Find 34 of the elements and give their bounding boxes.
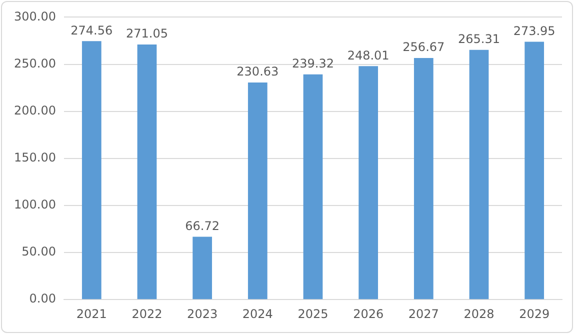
data-label: 248.01 — [347, 48, 390, 62]
bar — [192, 236, 212, 300]
y-tick-label: 50.00 — [22, 244, 56, 259]
data-label: 256.67 — [402, 40, 445, 54]
x-tick-label: 2024 — [242, 306, 273, 321]
x-tick-label: 2026 — [353, 306, 384, 321]
data-label: 230.63 — [236, 64, 279, 79]
x-tick-label: 2023 — [187, 306, 218, 321]
data-label: 265.31 — [458, 32, 500, 46]
y-tick-label: 150.00 — [14, 150, 56, 165]
y-tick-label: 0.00 — [29, 292, 56, 306]
x-tick-label: 2025 — [298, 306, 328, 321]
bar — [82, 41, 102, 300]
bar — [524, 42, 544, 300]
bar — [137, 44, 157, 300]
bar — [469, 50, 489, 300]
x-tick-label: 2021 — [76, 306, 107, 321]
x-tick-label: 2029 — [519, 306, 550, 321]
data-label: 274.56 — [70, 23, 113, 38]
y-tick-label: 200.00 — [14, 103, 56, 118]
data-label: 273.95 — [513, 24, 556, 38]
data-label: 271.05 — [126, 26, 168, 41]
bar — [358, 66, 378, 300]
x-tick-label: 2028 — [464, 306, 494, 321]
bar — [414, 58, 434, 300]
y-tick-label: 300.00 — [14, 9, 56, 24]
data-label: 239.32 — [292, 56, 334, 70]
bar — [248, 82, 268, 300]
x-tick-label: 2027 — [408, 306, 439, 321]
bar — [303, 74, 323, 300]
y-tick-label: 100.00 — [14, 198, 56, 212]
y-tick-label: 250.00 — [14, 56, 56, 70]
x-tick-label: 2022 — [132, 306, 162, 321]
data-label: 66.72 — [185, 218, 220, 233]
